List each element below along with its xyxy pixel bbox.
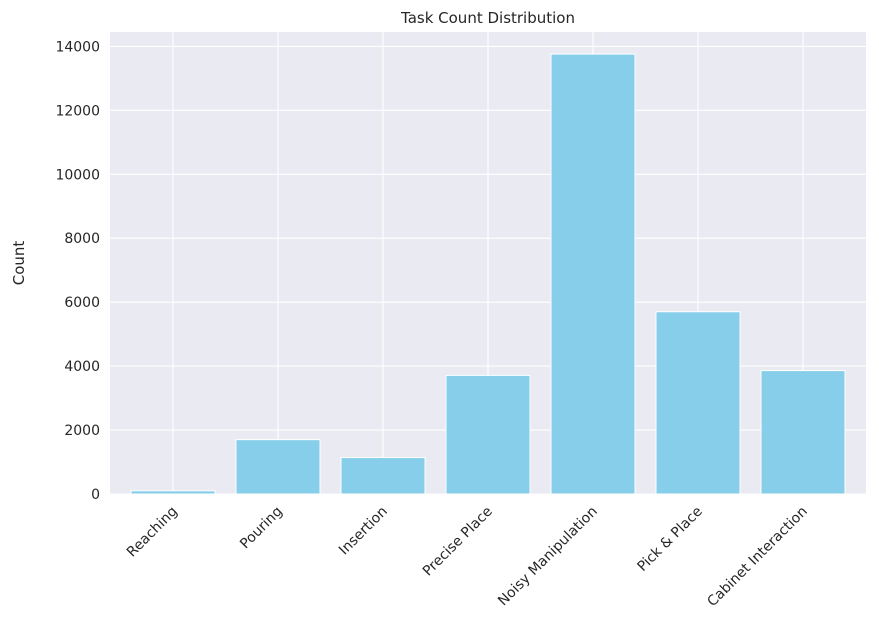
y-tick-label: 0 xyxy=(91,487,100,503)
y-tick-label: 8000 xyxy=(64,231,100,247)
x-axis-ticks: Reaching Pouring Insertion Precise Place Noi… xyxy=(124,504,811,610)
bar-insertion xyxy=(340,457,426,495)
x-tick-label: Cabinet Interaction xyxy=(704,504,810,610)
bar-pouring xyxy=(235,439,321,495)
y-tick-label: 4000 xyxy=(64,359,100,375)
y-tick-label: 6000 xyxy=(64,295,100,311)
bar-precise-place xyxy=(445,374,531,495)
x-tick-label: Noisy Manipulation xyxy=(495,504,601,610)
x-tick-label: Precise Place xyxy=(420,504,496,580)
y-axis-label: Count xyxy=(10,241,28,286)
y-axis-ticks: 0 2000 4000 6000 8000 10000 12000 14000 xyxy=(55,39,100,503)
x-tick-label: Pick & Place xyxy=(634,504,705,575)
bar-pick-place xyxy=(655,311,741,495)
x-tick-label: Reaching xyxy=(124,504,181,561)
bar-reaching xyxy=(130,490,216,495)
y-tick-label: 2000 xyxy=(64,423,100,439)
y-tick-label: 12000 xyxy=(55,103,100,119)
bars xyxy=(130,53,846,495)
y-tick-label: 14000 xyxy=(55,39,100,55)
x-tick-label: Insertion xyxy=(336,504,391,559)
bar-noisy-manipulation xyxy=(550,53,636,495)
bar-cabinet-interaction xyxy=(760,370,846,495)
y-tick-label: 10000 xyxy=(55,167,100,183)
chart-title: Task Count Distribution xyxy=(400,9,575,27)
x-tick-label: Pouring xyxy=(237,504,286,553)
